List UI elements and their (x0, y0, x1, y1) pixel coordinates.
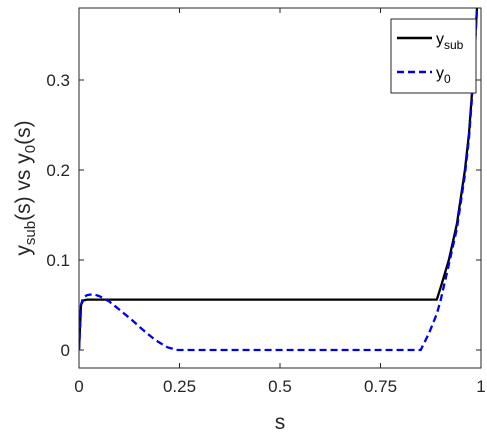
y-axis-label-sub2: 0 (22, 145, 39, 153)
legend-box (390, 18, 477, 94)
ticks-layer: 0 0.25 0.5 0.75 1 0 0.1 0.2 0.3 (46, 8, 486, 396)
legend-label-ysub-base: y (436, 31, 444, 48)
legend-label-y0-base: y (436, 65, 444, 82)
y-axis-label-sub: sub (22, 221, 39, 245)
x-tick-label: 0 (74, 377, 83, 396)
y-axis-label-mid: (s) vs y (12, 153, 35, 221)
series-line-y-0 (79, 8, 479, 352)
x-tick-label: 0.75 (364, 377, 397, 396)
y-tick-label: 0.2 (46, 161, 70, 180)
legend-label-y0-sub: 0 (444, 72, 451, 86)
y-tick-label: 0.1 (46, 251, 70, 270)
x-axis-label: s (275, 411, 286, 434)
y-tick-label: 0 (61, 341, 70, 360)
legend-label-ysub-sub: sub (444, 38, 464, 52)
x-tick-label: 0.5 (268, 377, 292, 396)
x-tick-label: 1 (476, 377, 485, 396)
legend-label-y0: y0 (436, 65, 451, 86)
y-axis-label: ysub(s) vs y0(s) (12, 120, 39, 255)
legend-label-ysub: ysub (436, 31, 464, 52)
x-tick-label: 0.25 (163, 377, 196, 396)
y-axis-label-end: (s) (12, 120, 35, 145)
y-tick-label: 0.3 (46, 71, 70, 90)
plot-frame (78, 7, 482, 369)
y-axis-label-base: y (12, 245, 35, 256)
legend: ysub y0 (390, 18, 477, 94)
